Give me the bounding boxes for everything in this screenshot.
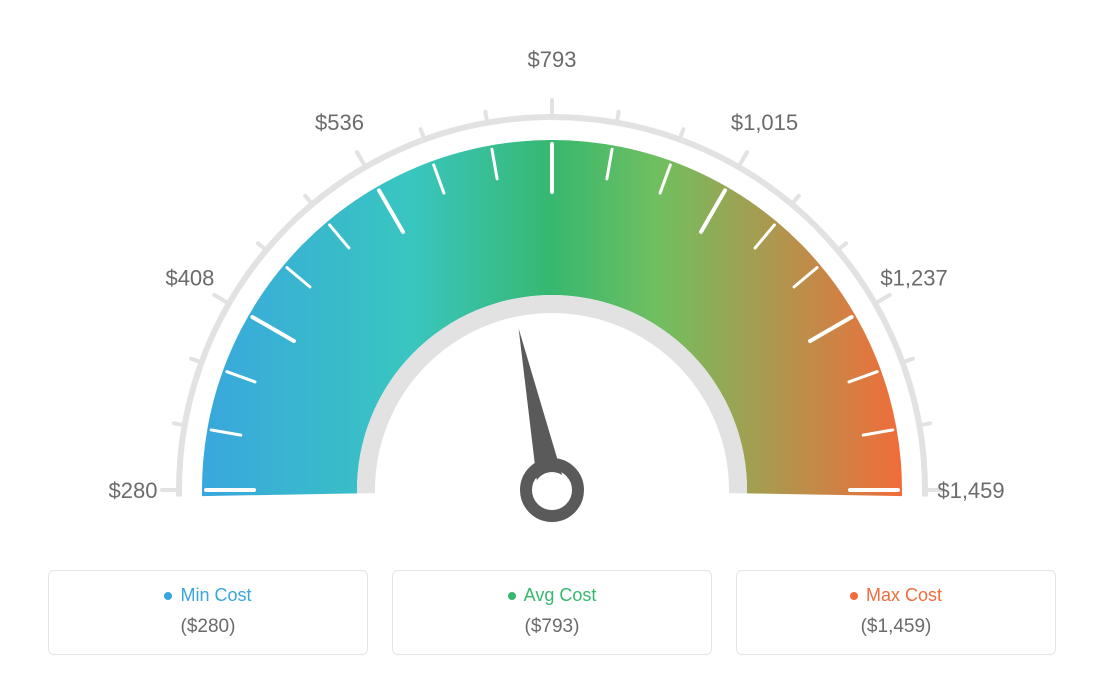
scale-nub xyxy=(258,243,264,248)
tick-label: $280 xyxy=(109,478,158,503)
scale-nub xyxy=(305,196,310,202)
scale-nub xyxy=(681,129,684,137)
scale-nub xyxy=(740,152,747,164)
tick-label: $1,459 xyxy=(937,478,1004,503)
scale-nub xyxy=(922,423,930,424)
needle-hub-inner xyxy=(534,472,570,508)
scale-nub xyxy=(191,359,199,362)
tick-label: $1,015 xyxy=(731,110,798,135)
scale-nub xyxy=(485,112,486,120)
scale-nub xyxy=(421,129,424,137)
gauge-svg: $280 $408 $536 $793 $1,015 $1,237 $1,459 xyxy=(72,30,1032,550)
tick-label: $408 xyxy=(165,266,214,291)
tick-label: $536 xyxy=(315,110,364,135)
chart-container: $280 $408 $536 $793 $1,015 $1,237 $1,459 Min C… xyxy=(0,0,1104,690)
legend-label-text: Max Cost xyxy=(866,585,942,606)
legend-value-avg: ($793) xyxy=(393,616,711,638)
legend-card-min: Min Cost ($280) xyxy=(48,570,368,655)
legend-label-text: Avg Cost xyxy=(524,585,597,606)
dot-icon xyxy=(850,592,858,600)
scale-nub xyxy=(905,359,913,362)
legend-card-avg: Avg Cost ($793) xyxy=(392,570,712,655)
legend-value-min: ($280) xyxy=(49,616,367,638)
dot-icon xyxy=(508,592,516,600)
scale-nub xyxy=(214,295,226,302)
scale-nub xyxy=(840,243,846,248)
legend-value-max: ($1,459) xyxy=(737,616,1055,638)
legend-row: Min Cost ($280) Avg Cost ($793) Max Cost… xyxy=(20,570,1084,655)
legend-label-min: Min Cost xyxy=(164,585,251,606)
scale-nub xyxy=(617,112,618,120)
legend-label-max: Max Cost xyxy=(850,585,942,606)
scale-nub xyxy=(357,152,364,164)
scale-nub xyxy=(174,423,182,424)
legend-label-avg: Avg Cost xyxy=(508,585,597,606)
scale-nub xyxy=(878,295,890,302)
scale-nub xyxy=(794,196,799,202)
tick-label: $793 xyxy=(528,47,577,72)
gauge-area: $280 $408 $536 $793 $1,015 $1,237 $1,459 xyxy=(20,20,1084,560)
tick-label: $1,237 xyxy=(880,266,947,291)
legend-card-max: Max Cost ($1,459) xyxy=(736,570,1056,655)
legend-label-text: Min Cost xyxy=(180,585,251,606)
dot-icon xyxy=(164,592,172,600)
